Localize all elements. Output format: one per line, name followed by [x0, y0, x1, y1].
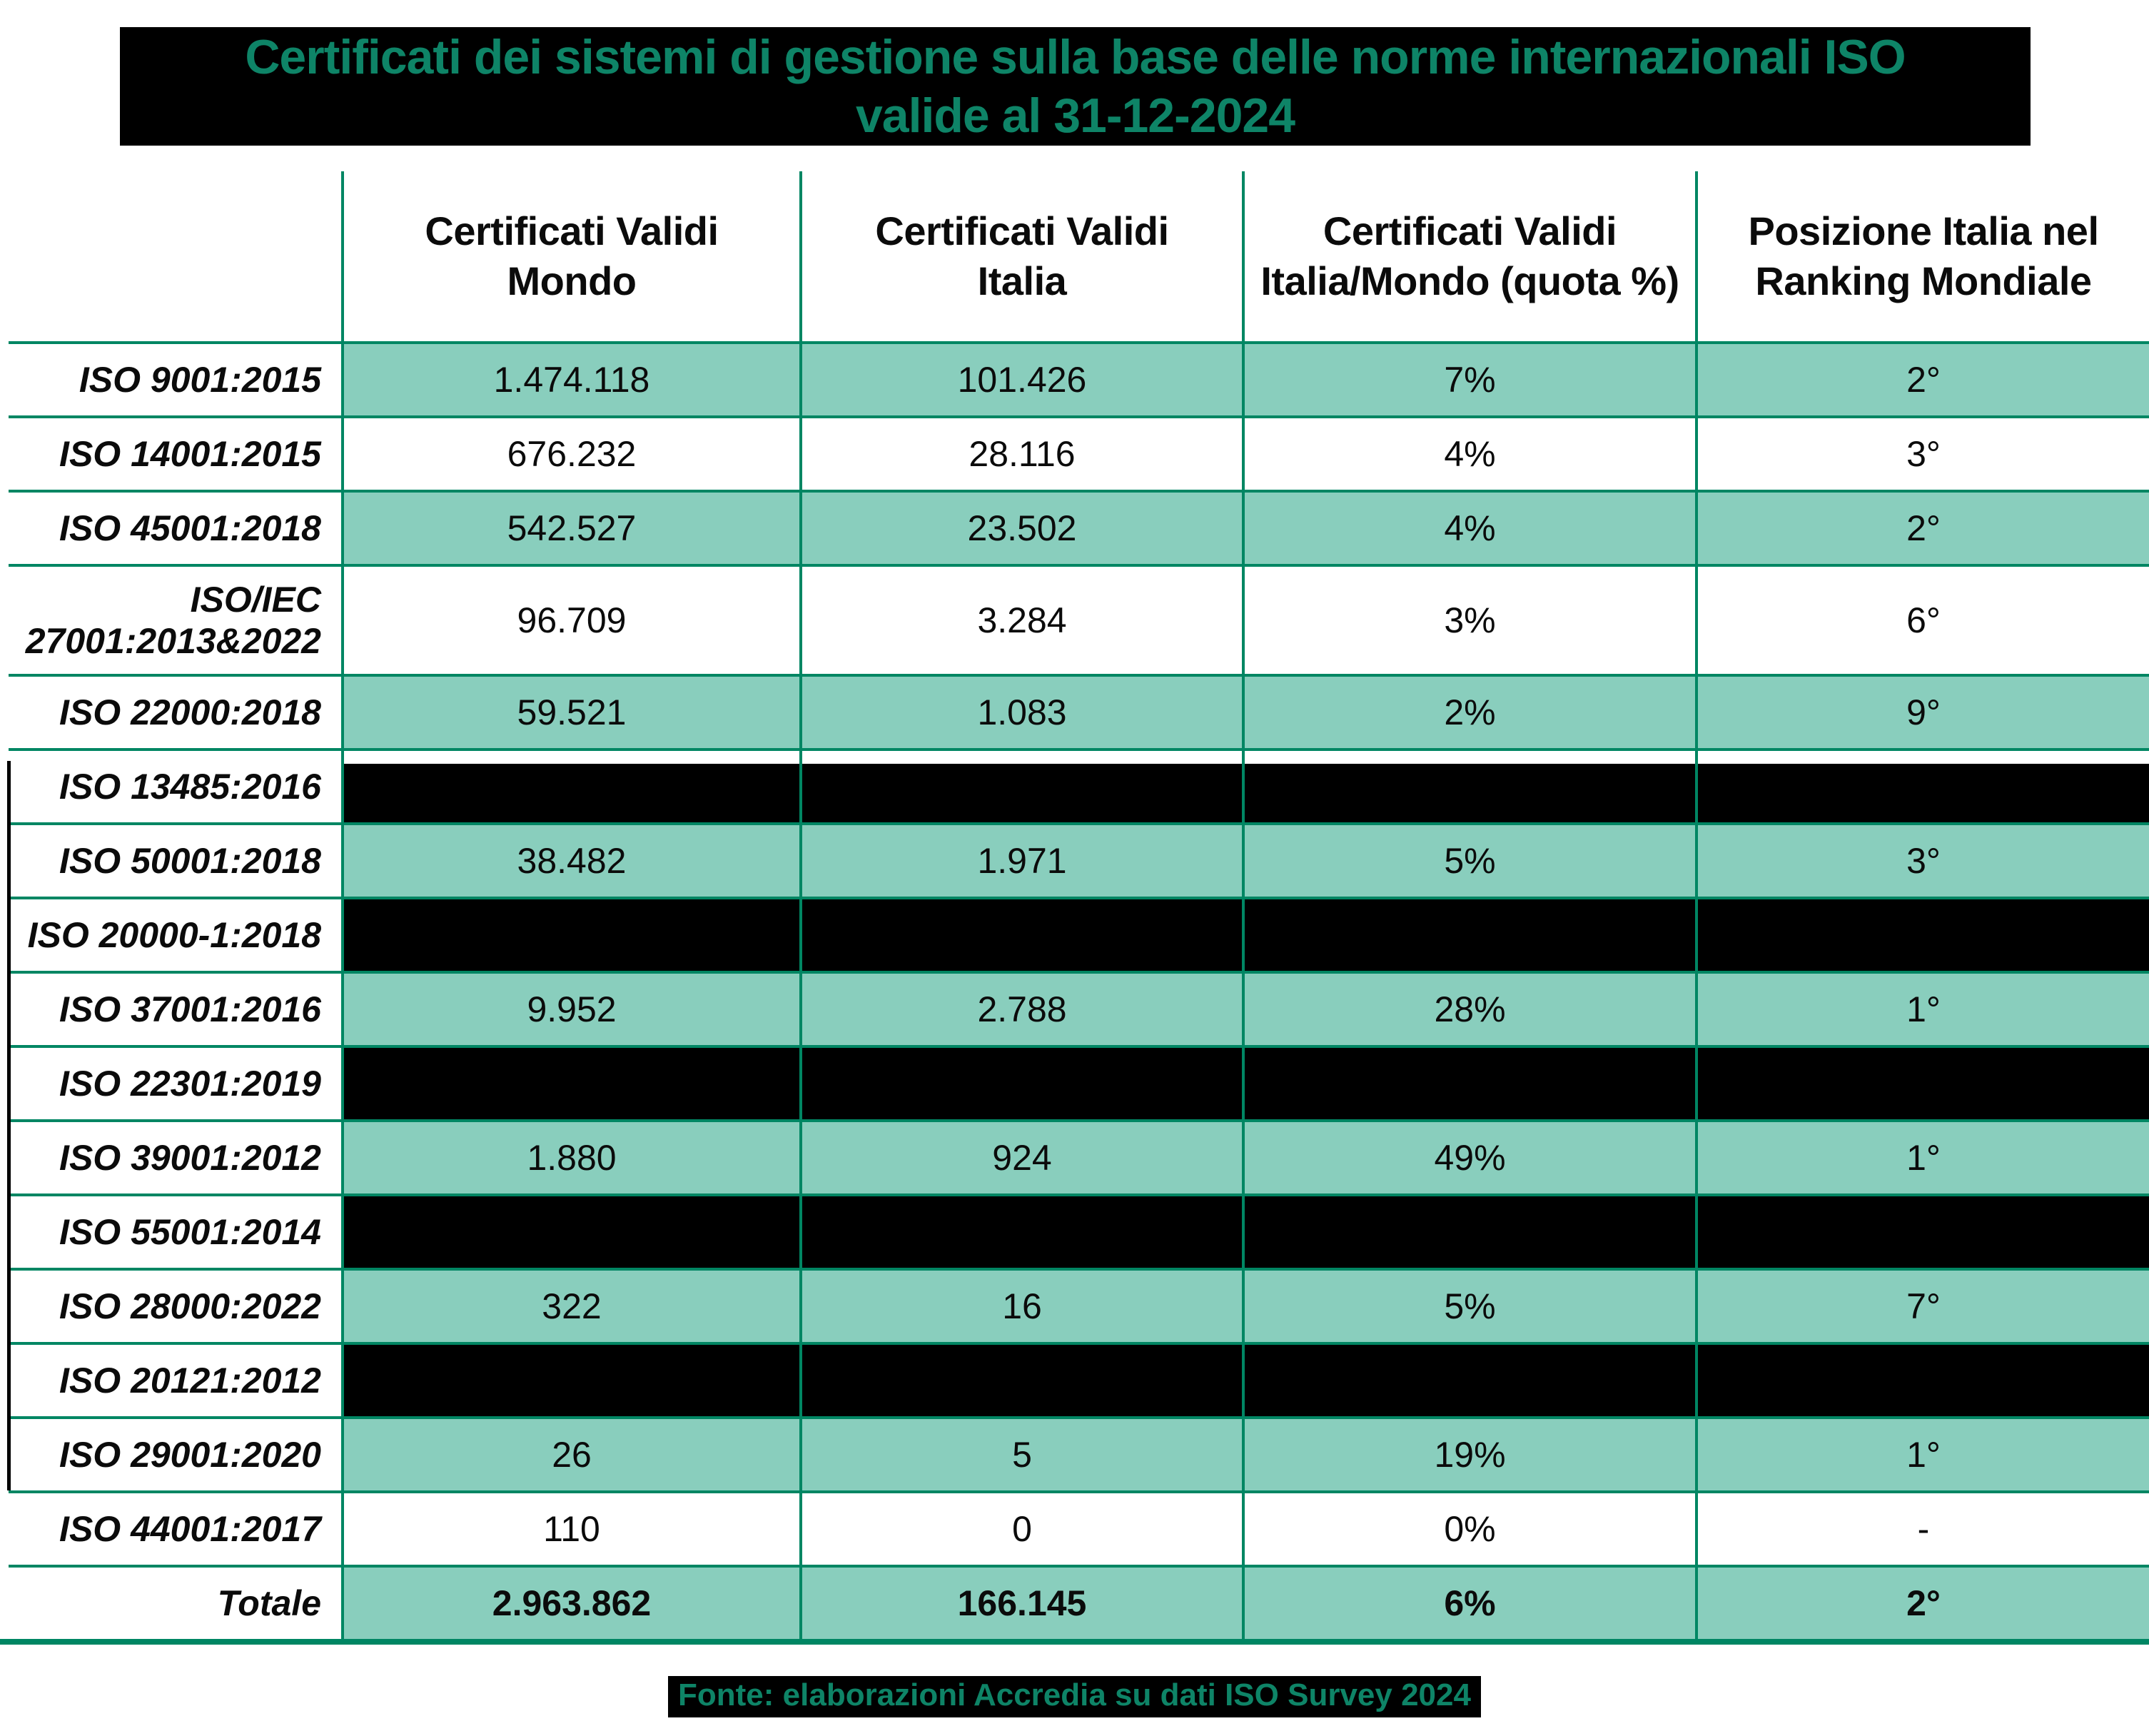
cell-italia: 28.116: [799, 415, 1242, 490]
row-label: ISO 20000-1:2018: [9, 897, 341, 971]
cell-italia: 101.426: [799, 341, 1242, 415]
cell-ranking: 6°: [1695, 564, 2149, 674]
cell-mondo: [341, 1194, 799, 1268]
cell-mondo: 96.709: [341, 564, 799, 674]
cell-mondo: 1.474.118: [341, 341, 799, 415]
cell-mondo: 1.880: [341, 1119, 799, 1194]
row-label: ISO 9001:2015: [9, 341, 341, 415]
cell-italia: 23.502: [799, 490, 1242, 564]
cell-mondo: [341, 1342, 799, 1416]
cell-italia: [799, 1342, 1242, 1416]
header-empty-cell: [9, 171, 341, 341]
cell-ranking: [1695, 1342, 2149, 1416]
cell-ranking: [1695, 1045, 2149, 1119]
redaction-left-border-line: [7, 761, 11, 1490]
row-label: ISO 22000:2018: [9, 674, 341, 748]
row-label: ISO 13485:2016: [9, 748, 341, 822]
cell-mondo: 110: [341, 1490, 799, 1565]
cell-italia: [799, 1194, 1242, 1268]
cell-mondo: 2.963.862: [341, 1565, 799, 1639]
cell-quota: 49%: [1242, 1119, 1695, 1194]
iso-certificates-table: Certificati Validi Mondo Certificati Val…: [0, 171, 2149, 1645]
cell-ranking: 2°: [1695, 1565, 2149, 1639]
cell-quota: 6%: [1242, 1565, 1695, 1639]
cell-quota: [1242, 1045, 1695, 1119]
cell-italia: 1.971: [799, 822, 1242, 897]
header-certificati-validi-italia: Certificati Validi Italia: [799, 171, 1242, 341]
row-label: ISO 22301:2019: [9, 1045, 341, 1119]
row-label: ISO/IEC 27001:2013&2022: [9, 564, 341, 674]
cell-ranking: 2°: [1695, 490, 2149, 564]
cell-quota: [1242, 748, 1695, 822]
cell-ranking: 7°: [1695, 1268, 2149, 1342]
cell-quota: 3%: [1242, 564, 1695, 674]
cell-quota: 0%: [1242, 1490, 1695, 1565]
row-label: ISO 50001:2018: [9, 822, 341, 897]
cell-ranking: 2°: [1695, 341, 2149, 415]
row-label: ISO 14001:2015: [9, 415, 341, 490]
cell-mondo: [341, 748, 799, 822]
cell-italia: [799, 748, 1242, 822]
cell-ranking: 1°: [1695, 1416, 2149, 1490]
cell-italia: 3.284: [799, 564, 1242, 674]
row-label: Totale: [9, 1565, 341, 1639]
cell-quota: 5%: [1242, 822, 1695, 897]
cell-mondo: 26: [341, 1416, 799, 1490]
cell-quota: [1242, 1194, 1695, 1268]
cell-quota: [1242, 897, 1695, 971]
cell-mondo: [341, 1045, 799, 1119]
header-quota-italia-mondo: Certificati Validi Italia/Mondo (quota %…: [1242, 171, 1695, 341]
header-posizione-ranking: Posizione Italia nel Ranking Mondiale: [1695, 171, 2149, 341]
cell-italia: [799, 897, 1242, 971]
cell-italia: 0: [799, 1490, 1242, 1565]
row-label: ISO 45001:2018: [9, 490, 341, 564]
cell-mondo: 676.232: [341, 415, 799, 490]
cell-ranking: -: [1695, 1490, 2149, 1565]
cell-ranking: [1695, 1194, 2149, 1268]
cell-italia: 924: [799, 1119, 1242, 1194]
cell-italia: 166.145: [799, 1565, 1242, 1639]
cell-italia: 2.788: [799, 971, 1242, 1045]
source-note: Fonte: elaborazioni Accredia su dati ISO…: [668, 1676, 1481, 1717]
cell-quota: 28%: [1242, 971, 1695, 1045]
row-label: ISO 37001:2016: [9, 971, 341, 1045]
cell-mondo: 322: [341, 1268, 799, 1342]
row-label: ISO 29001:2020: [9, 1416, 341, 1490]
cell-ranking: 3°: [1695, 415, 2149, 490]
row-label: ISO 20121:2012: [9, 1342, 341, 1416]
cell-quota: [1242, 1342, 1695, 1416]
cell-ranking: [1695, 897, 2149, 971]
cell-ranking: [1695, 748, 2149, 822]
cell-italia: 1.083: [799, 674, 1242, 748]
header-certificati-validi-mondo: Certificati Validi Mondo: [341, 171, 799, 341]
cell-quota: 2%: [1242, 674, 1695, 748]
cell-ranking: 9°: [1695, 674, 2149, 748]
footer: Fonte: elaborazioni Accredia su dati ISO…: [0, 1676, 2149, 1717]
cell-mondo: [341, 897, 799, 971]
table-title: Certificati dei sistemi di gestione sull…: [120, 27, 2031, 146]
cell-mondo: 9.952: [341, 971, 799, 1045]
cell-quota: 5%: [1242, 1268, 1695, 1342]
cell-quota: 4%: [1242, 415, 1695, 490]
row-label: ISO 28000:2022: [9, 1268, 341, 1342]
cell-mondo: 542.527: [341, 490, 799, 564]
cell-ranking: 1°: [1695, 1119, 2149, 1194]
cell-mondo: 38.482: [341, 822, 799, 897]
cell-ranking: 1°: [1695, 971, 2149, 1045]
cell-ranking: 3°: [1695, 822, 2149, 897]
cell-quota: 7%: [1242, 341, 1695, 415]
cell-italia: 16: [799, 1268, 1242, 1342]
row-label: ISO 55001:2014: [9, 1194, 341, 1268]
cell-quota: 4%: [1242, 490, 1695, 564]
row-label: ISO 39001:2012: [9, 1119, 341, 1194]
cell-mondo: 59.521: [341, 674, 799, 748]
cell-italia: 5: [799, 1416, 1242, 1490]
cell-italia: [799, 1045, 1242, 1119]
row-label: ISO 44001:2017: [9, 1490, 341, 1565]
cell-quota: 19%: [1242, 1416, 1695, 1490]
